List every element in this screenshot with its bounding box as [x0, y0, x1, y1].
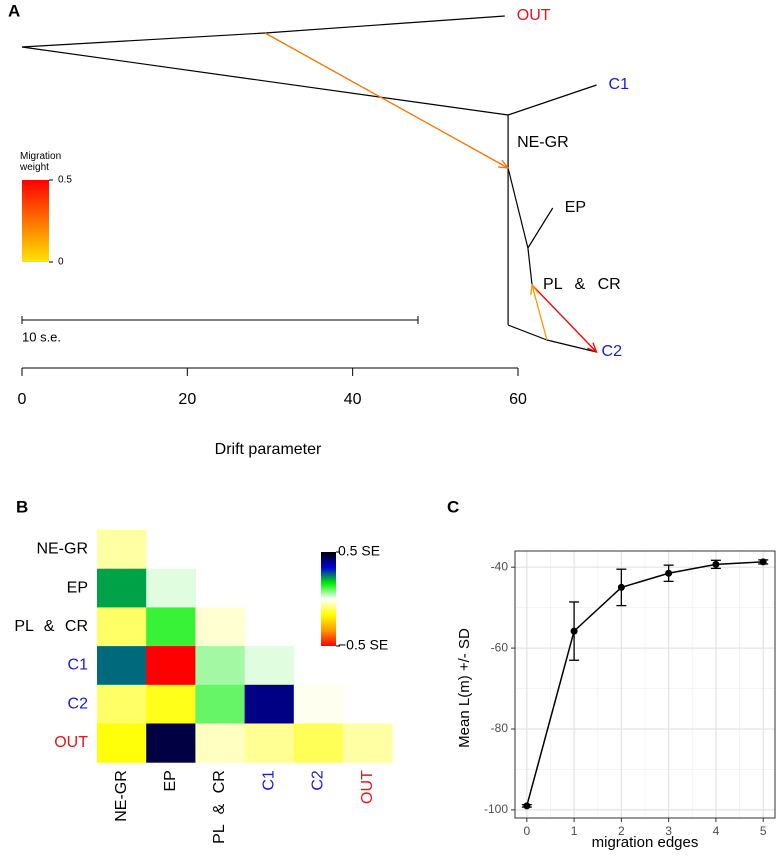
heatmap-cell — [97, 723, 147, 763]
heatmap-cell — [146, 568, 196, 608]
legend-gradient — [22, 180, 49, 262]
heatmap-cell — [195, 723, 246, 763]
colorbar-label: 0.5 SE — [338, 543, 380, 559]
x-tick-label: 5 — [760, 824, 767, 838]
arrow-head — [587, 342, 598, 354]
leaf-label: C1 — [609, 76, 630, 93]
tree-edge — [21, 32, 266, 48]
leaf-label: NE-GR — [517, 134, 569, 151]
heatmap-cell — [244, 723, 295, 763]
tree-edge — [507, 84, 597, 116]
row-label: NE-GR — [36, 541, 88, 558]
column-label: EP — [162, 770, 179, 791]
leaf-label: EP — [565, 199, 586, 216]
x-tick-label: 2 — [618, 824, 625, 838]
row-label: OUT — [54, 734, 88, 751]
line — [526, 561, 764, 807]
heatmap-cell — [146, 607, 196, 647]
heatmap-cell — [244, 646, 295, 686]
point — [570, 627, 578, 635]
x-tick-label: 60 — [509, 391, 527, 408]
heatmap-cell — [195, 646, 246, 686]
heatmap-cell — [146, 723, 196, 763]
x-tick-label: 0 — [523, 824, 530, 838]
column-label: C1 — [260, 770, 277, 791]
scale-bar-label: 10 s.e. — [22, 329, 61, 344]
tree-edge — [264, 15, 505, 34]
migration-edge — [531, 284, 548, 341]
column-label: OUT — [359, 770, 376, 804]
legend-title: Migration weight — [20, 151, 62, 173]
y-axis-label: Mean L(m) +/- SD — [456, 628, 473, 748]
y-tick-label: -40 — [491, 559, 509, 573]
point — [665, 569, 673, 577]
row-label: EP — [67, 579, 88, 596]
x-tick-label: 4 — [713, 824, 720, 838]
heatmap-cell — [195, 607, 246, 647]
heatmap-cell — [97, 530, 147, 570]
arrow-head — [530, 283, 539, 295]
heatmap-cell — [97, 646, 147, 686]
heatmap-cell — [146, 684, 196, 724]
legend-tick-label: 0 — [58, 257, 64, 268]
point — [712, 560, 720, 568]
migration-edge — [264, 32, 509, 169]
column-label: NE-GR — [113, 770, 130, 822]
point — [523, 802, 531, 810]
heatmap-cell — [97, 684, 147, 724]
point — [759, 558, 767, 566]
leaf-label: OUT — [517, 7, 551, 24]
x-axis-label: migration edges — [592, 834, 699, 851]
x-tick-label: 0 — [18, 391, 27, 408]
heatmap-cell — [293, 684, 344, 724]
panel-label: A — [8, 1, 20, 20]
x-tick-label: 20 — [178, 391, 196, 408]
tree-edge — [507, 167, 529, 249]
heatmap-cell — [343, 723, 393, 763]
heatmap-cell — [244, 684, 295, 724]
migration-edge — [531, 284, 598, 353]
tree-edge — [21, 46, 509, 116]
arrow-head — [498, 159, 510, 169]
x-tick-label: 3 — [665, 824, 672, 838]
y-tick-label: -80 — [491, 721, 509, 735]
y-tick-label: -60 — [491, 640, 509, 654]
plot-border — [514, 550, 776, 819]
colorbar — [321, 552, 336, 646]
tree-edge — [507, 324, 548, 341]
heatmap-cell — [146, 646, 196, 686]
x-tick-label: 1 — [571, 824, 578, 838]
x-tick-label: 40 — [344, 391, 362, 408]
point — [617, 583, 625, 591]
y-tick-label: -100 — [484, 802, 508, 816]
heatmap-cell — [195, 684, 246, 724]
panel-label: C — [447, 497, 459, 516]
x-axis-label: Drift parameter — [215, 441, 322, 458]
panel-label: B — [16, 497, 28, 516]
heatmap-cell — [293, 723, 344, 763]
leaf-label: PL & CR — [543, 276, 621, 293]
heatmap-cell — [97, 568, 147, 608]
colorbar-label: −0.5 SE — [338, 637, 388, 653]
column-label: PL & CR — [211, 770, 228, 844]
heatmap-cell — [97, 607, 147, 647]
tree-edge — [527, 207, 554, 249]
row-label: C2 — [68, 695, 89, 712]
leaf-label: C2 — [602, 343, 623, 360]
column-label: C2 — [310, 770, 327, 791]
legend-tick-label: 0.5 — [58, 175, 72, 186]
tree-edge — [546, 339, 597, 353]
row-label: C1 — [68, 657, 89, 674]
tree-edge — [527, 247, 533, 286]
row-label: PL & CR — [14, 618, 88, 635]
